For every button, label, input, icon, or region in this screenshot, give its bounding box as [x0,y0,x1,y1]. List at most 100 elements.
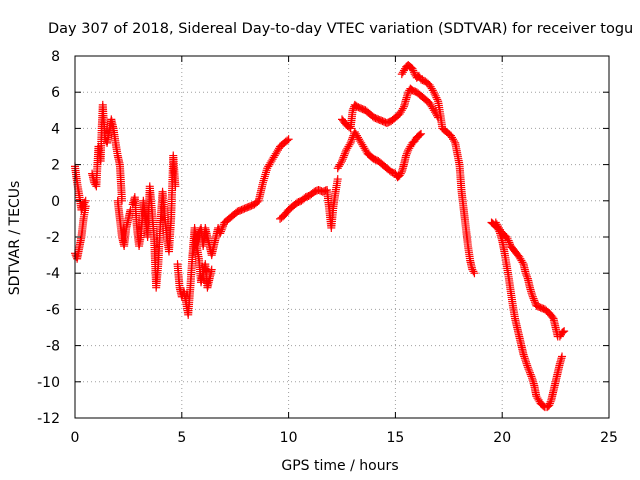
x-tick-label: 5 [177,430,186,446]
data-point [258,178,267,187]
y-tick-label: -2 [46,230,60,246]
data-point [284,135,293,144]
data-point [403,147,412,156]
axis-ticks [74,55,610,419]
data-point [428,86,437,95]
data-point [521,269,530,278]
data-point [505,238,514,247]
series-2 [71,202,90,263]
y-tick-label: -10 [37,375,60,391]
series-11 [397,61,479,278]
data-point [333,175,342,184]
data-point [522,357,531,366]
data-point [398,104,407,113]
data-point [338,156,346,165]
data-point [396,169,405,178]
series-13 [491,218,569,341]
data-point [522,359,531,368]
data-point [260,174,269,183]
data-point [524,365,533,374]
data-point [528,292,537,301]
data-point [219,222,228,231]
data-point [518,258,527,267]
data-point [523,363,532,372]
data-point [525,366,534,375]
data-point [529,294,538,303]
data-point [545,401,554,410]
series-12 [487,218,567,412]
data-point [526,370,535,379]
data-point [559,328,568,337]
data-point [171,182,180,191]
data-point [402,149,411,158]
x-tick-label: 10 [280,430,298,446]
data-point [409,68,418,77]
data-point [560,327,569,336]
x-axis-label: GPS time / hours [281,458,398,474]
series-4 [113,196,135,251]
data-point [192,233,201,241]
data-point [217,225,226,234]
data-point [345,140,354,149]
x-tick-label: 25 [600,430,618,446]
data-points [71,61,569,412]
data-point [519,350,528,359]
chart-title: Day 307 of 2018, Sidereal Day-to-day VTE… [48,21,633,37]
data-point [429,88,438,97]
data-point [216,229,225,238]
data-point [468,265,477,274]
data-point [430,90,439,99]
data-point [340,149,349,158]
x-tick-label: 15 [386,430,404,446]
data-point [470,269,479,278]
data-point [408,64,417,73]
series-8 [276,175,342,232]
data-point [346,138,355,147]
data-point [321,186,330,195]
data-point [415,130,424,139]
data-point [523,361,532,370]
x-tick-label: 0 [71,430,80,446]
data-point [527,372,536,381]
data-point [402,151,411,160]
data-point [216,227,225,236]
data-point [545,399,554,408]
data-point [523,272,532,281]
y-tick-label: -6 [46,302,60,318]
data-point [503,234,512,243]
data-point [336,158,345,167]
data-point [259,176,268,185]
y-tick-label: 2 [51,158,60,174]
data-point [528,290,537,299]
data-point [431,91,440,100]
y-tick-label: -12 [37,411,60,427]
data-point [207,265,216,274]
y-tick-label: 4 [51,121,60,137]
data-point [283,136,292,145]
x-tick-label: 20 [493,430,511,446]
y-tick-label: 6 [51,85,60,101]
series-7 [188,135,293,260]
data-point [260,172,269,181]
series-9 [333,128,426,182]
y-tick-label: -4 [46,266,60,282]
data-point [522,271,531,280]
data-point [450,137,459,146]
data-point [80,198,89,207]
data-point [520,352,529,361]
y-axis-label: SDTVAR / TECUs [7,181,23,296]
y-tick-label: -8 [46,339,60,355]
data-point [417,129,426,138]
y-tick-label: 0 [51,194,60,210]
data-point [340,151,349,160]
data-point [341,147,350,156]
data-point [81,202,90,211]
data-point [530,298,539,307]
data-point [530,296,539,305]
data-point [347,137,356,146]
series-6 [173,223,216,319]
data-point [218,223,227,232]
data-point [504,236,513,245]
data-point [338,155,347,164]
